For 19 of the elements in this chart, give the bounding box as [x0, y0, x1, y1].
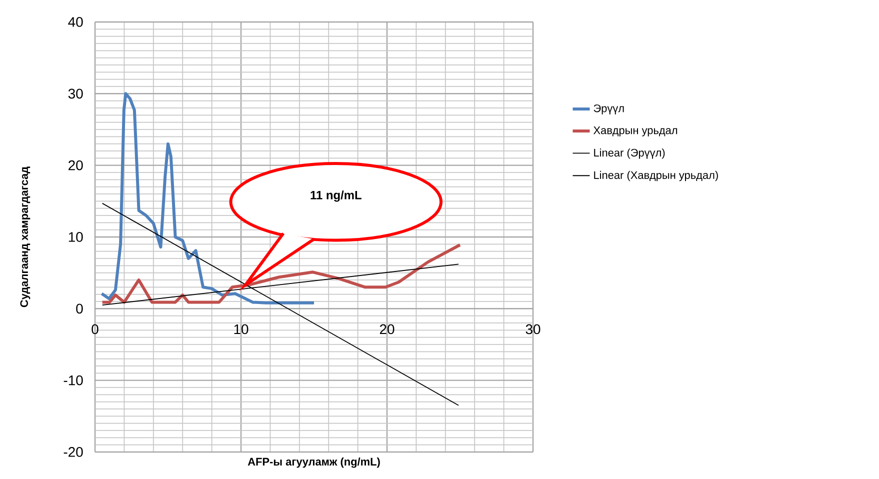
x-axis-title: AFP-ы агууламж (ng/mL) — [248, 458, 380, 468]
y-tick-label: -10 — [64, 375, 83, 386]
x-tick-label: 0 — [92, 324, 98, 334]
line-series — [100, 243, 462, 304]
legend-label: Хавдрын урьдал — [593, 126, 678, 136]
x-tick-label: 20 — [380, 324, 394, 334]
x-tick-label: 30 — [526, 324, 540, 334]
legend-label: Эрүүл — [594, 104, 624, 114]
x-tick-label: 10 — [234, 324, 248, 334]
legend-label: Linear (Хавдрын урьдал) — [594, 170, 718, 182]
y-tick-label: -20 — [64, 447, 83, 457]
annotation: 11 ng/mL — [310, 190, 362, 202]
y-tick-label: 40 — [68, 17, 83, 27]
y-tick-label: 10 — [68, 232, 83, 242]
y-tick-label: 20 — [68, 160, 83, 170]
y-tick-label: 30 — [68, 88, 83, 99]
y-axis-title: Судалгаанд хамрагдагсад — [20, 166, 30, 308]
legend-label: Linear (Эрүүл) — [594, 148, 665, 159]
y-tick-label: 0 — [76, 304, 83, 314]
